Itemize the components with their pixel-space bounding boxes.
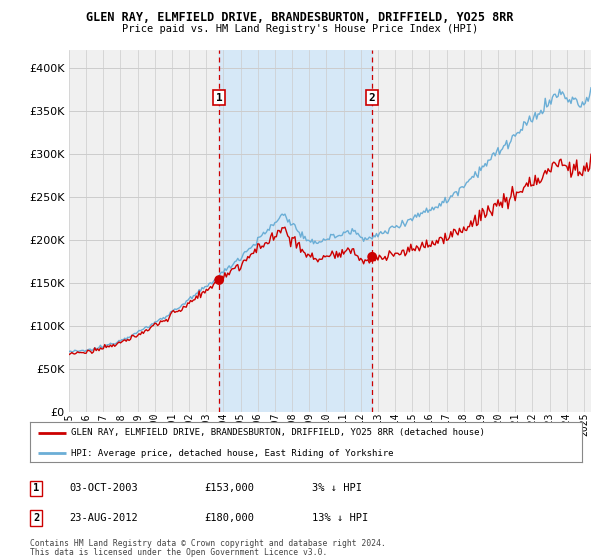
- Text: Contains HM Land Registry data © Crown copyright and database right 2024.: Contains HM Land Registry data © Crown c…: [30, 539, 386, 548]
- Text: 1: 1: [216, 93, 223, 102]
- Text: Price paid vs. HM Land Registry's House Price Index (HPI): Price paid vs. HM Land Registry's House …: [122, 24, 478, 34]
- Text: 13% ↓ HPI: 13% ↓ HPI: [312, 513, 368, 523]
- Point: [367, 253, 377, 262]
- Text: 23-AUG-2012: 23-AUG-2012: [69, 513, 138, 523]
- Bar: [219, 50, 372, 412]
- Text: £180,000: £180,000: [204, 513, 254, 523]
- Text: GLEN RAY, ELMFIELD DRIVE, BRANDESBURTON, DRIFFIELD, YO25 8RR: GLEN RAY, ELMFIELD DRIVE, BRANDESBURTON,…: [86, 11, 514, 24]
- Text: 2: 2: [33, 513, 39, 523]
- Text: 03-OCT-2003: 03-OCT-2003: [69, 483, 138, 493]
- Text: 2: 2: [369, 93, 376, 102]
- Text: 1: 1: [33, 483, 39, 493]
- Text: HPI: Average price, detached house, East Riding of Yorkshire: HPI: Average price, detached house, East…: [71, 449, 394, 458]
- Point: [214, 276, 224, 284]
- Text: This data is licensed under the Open Government Licence v3.0.: This data is licensed under the Open Gov…: [30, 548, 328, 557]
- Text: GLEN RAY, ELMFIELD DRIVE, BRANDESBURTON, DRIFFIELD, YO25 8RR (detached house): GLEN RAY, ELMFIELD DRIVE, BRANDESBURTON,…: [71, 428, 485, 437]
- Text: £153,000: £153,000: [204, 483, 254, 493]
- Text: 3% ↓ HPI: 3% ↓ HPI: [312, 483, 362, 493]
